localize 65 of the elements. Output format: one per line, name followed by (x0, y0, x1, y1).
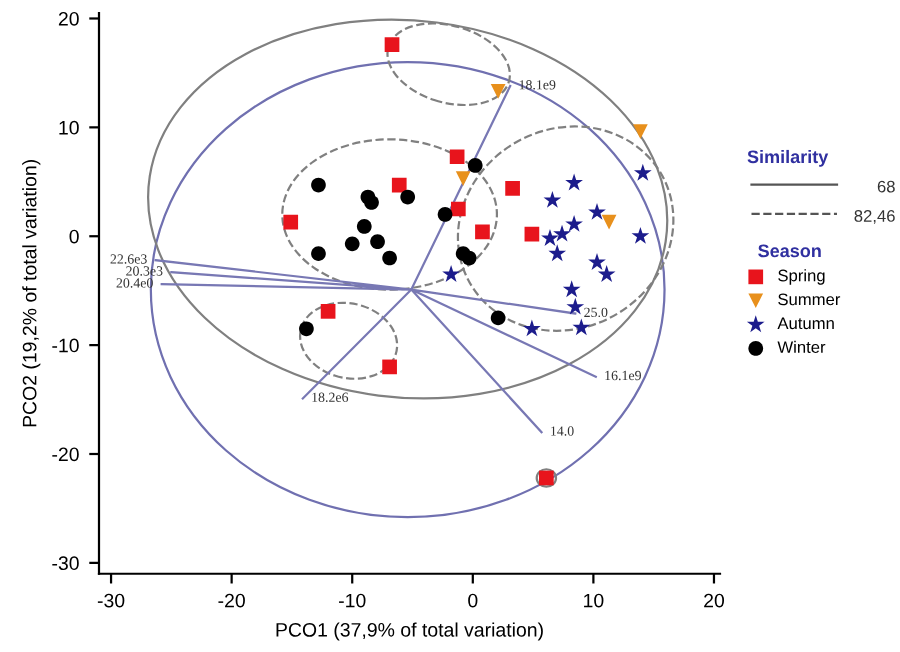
point (384, 37, 400, 52)
point (449, 149, 465, 165)
point (356, 219, 372, 234)
x-tick-label: -10 (339, 593, 366, 608)
point (548, 244, 567, 262)
point (566, 297, 585, 315)
legend-title: Season (758, 244, 821, 258)
point (370, 234, 385, 250)
x-tick-label: 10 (584, 593, 604, 608)
point (344, 236, 360, 252)
y-tick-label: 10 (59, 120, 79, 135)
point (311, 177, 326, 193)
point (442, 265, 460, 282)
point (588, 202, 606, 220)
point (541, 229, 559, 246)
point (553, 224, 571, 242)
legend-label: Spring (778, 269, 825, 285)
y-tick-label: -20 (52, 447, 79, 462)
point (467, 158, 483, 173)
legend-label: Summer (778, 293, 841, 306)
text: 82,46 (854, 210, 895, 224)
point (490, 310, 506, 326)
point (523, 319, 541, 337)
point (382, 359, 397, 375)
point (505, 180, 520, 196)
x-tick-label: -20 (218, 593, 245, 608)
point (437, 207, 453, 222)
point (633, 163, 652, 181)
point (475, 224, 490, 240)
point (597, 265, 616, 282)
point (490, 84, 506, 99)
y-tick-label: 20 (58, 11, 79, 26)
legend-label: Autumn (777, 317, 834, 330)
text: 68 (877, 180, 895, 193)
point (631, 226, 650, 244)
point (311, 246, 326, 262)
point (543, 190, 562, 208)
point (601, 214, 617, 230)
point (565, 173, 583, 191)
point (391, 177, 407, 193)
point (455, 171, 471, 186)
point (588, 253, 606, 270)
point (299, 321, 314, 337)
point (382, 250, 397, 266)
point (524, 226, 540, 242)
x-axis-title: PCO1 (37,9% of total variation) (276, 622, 543, 641)
point (572, 318, 591, 336)
point (364, 195, 379, 210)
point (562, 280, 581, 298)
x-tick-label: -30 (97, 593, 125, 608)
point (461, 250, 477, 266)
y-axis-title: PCO2 (19,2% of total variation) (22, 160, 41, 427)
x-tick-label: 20 (704, 593, 725, 608)
text: Similarity (747, 149, 829, 167)
point (565, 214, 583, 232)
legend-label: Winter (777, 340, 826, 354)
y-tick-label: 0 (69, 229, 79, 244)
point (283, 214, 299, 230)
point (400, 189, 416, 205)
y-tick-label: -30 (52, 556, 79, 571)
y-tick-label: -10 (52, 338, 79, 353)
x-tick-label: 0 (468, 593, 478, 608)
point (320, 304, 336, 319)
point (450, 201, 466, 217)
point (633, 124, 648, 140)
